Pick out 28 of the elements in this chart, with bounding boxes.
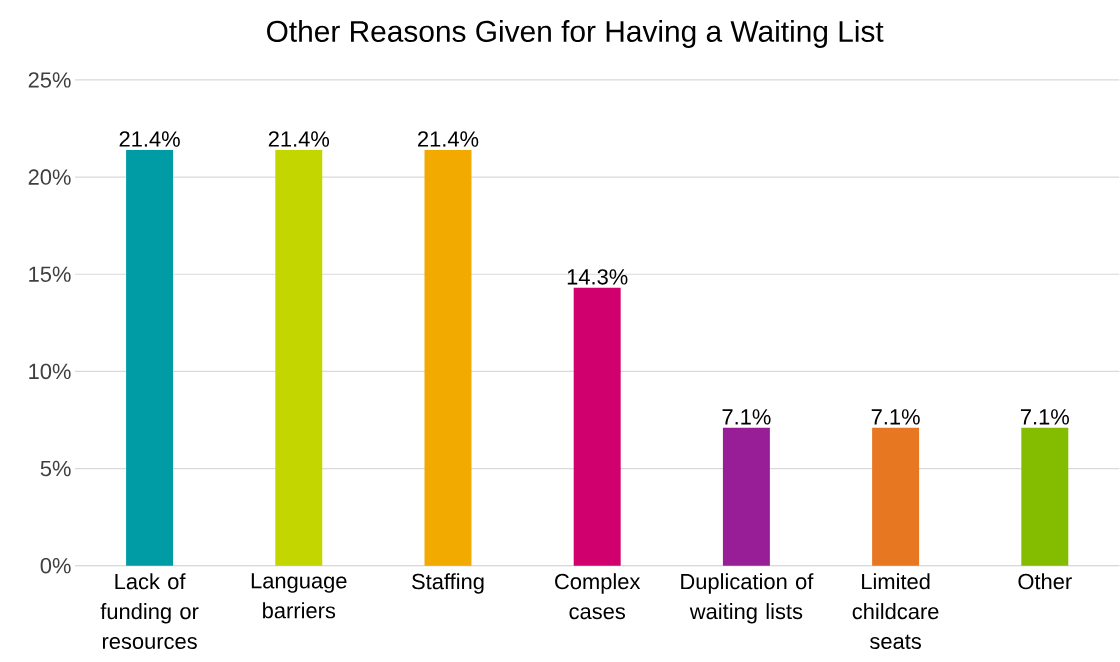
data-label: 7.1% [1020,409,1069,425]
y-tick-label: 0% [40,558,71,574]
data-label: 7.1% [722,409,771,425]
y-tick-label: 5% [40,461,71,477]
y-tick-label: 10% [29,363,71,380]
bar [573,288,621,566]
x-tick-label: Staffing [412,573,484,594]
y-tick-label: 20% [28,169,71,186]
x-tick-label: Lack of funding or resources [100,573,199,650]
bar [872,427,920,566]
data-label: 21.4% [418,131,479,147]
y-tick-label: 25% [28,72,71,88]
bar [275,150,323,566]
data-label: 14.3% [567,269,628,285]
bar [126,150,174,566]
chart-title: Other Reasons Given for Having a Waiting List [267,20,884,49]
bar [1021,427,1069,566]
x-tick-label: Language barriers [251,573,347,619]
x-tick-label: Other [1018,573,1072,590]
data-label: 7.1% [871,409,920,425]
data-label: 21.4% [268,131,330,147]
bar [722,427,770,566]
x-tick-label: Limited childcare seats [852,573,939,650]
bar [424,150,472,566]
data-label: 21.4% [119,131,180,147]
x-tick-label: Complex cases [555,573,641,620]
y-tick-label: 15% [29,266,71,283]
x-tick-label: Duplication of waiting lists [681,573,814,624]
